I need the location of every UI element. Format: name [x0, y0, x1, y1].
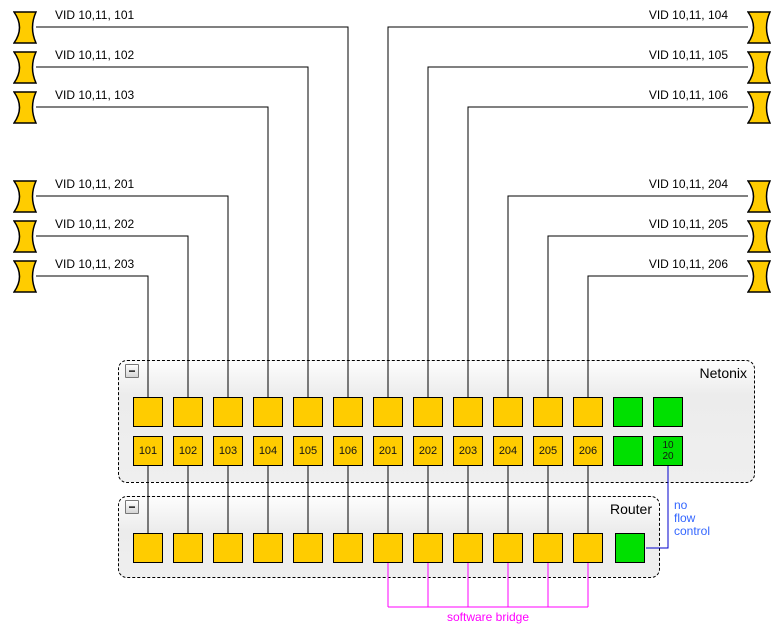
netonix-collapse-button[interactable]: − [125, 364, 139, 378]
antenna-label-101: VID 10,11, 101 [55, 8, 135, 22]
netonix-port-102[interactable]: 102 [173, 436, 203, 466]
router-port-106[interactable] [333, 533, 363, 563]
netonix-port-206[interactable]: 206 [573, 436, 603, 466]
wire-antenna-103 [36, 106, 269, 397]
netonix-top-port-105[interactable] [293, 397, 323, 427]
antenna-101[interactable] [12, 11, 38, 44]
antenna-icon [746, 11, 772, 44]
antenna-label-202: VID 10,11, 202 [55, 217, 135, 231]
router-title: Router [609, 501, 652, 517]
antenna-icon [12, 220, 38, 253]
netonix-port-104[interactable]: 104 [253, 436, 283, 466]
no-flow-control-note: no flow control [674, 498, 711, 538]
router-port-202[interactable] [413, 533, 443, 563]
router-port-203[interactable] [453, 533, 483, 563]
antenna-label-103: VID 10,11, 103 [55, 88, 135, 102]
router-port-101[interactable] [133, 533, 163, 563]
antenna-label-105: VID 10,11, 105 [648, 48, 728, 62]
antenna-103[interactable] [12, 91, 38, 124]
antenna-204[interactable] [746, 180, 772, 213]
antenna-label-206: VID 10,11, 206 [648, 257, 728, 271]
antenna-icon [746, 260, 772, 293]
antenna-label-104: VID 10,11, 104 [648, 8, 728, 22]
software-bridge-label: software bridge [446, 610, 530, 624]
antenna-label-201: VID 10,11, 201 [55, 177, 135, 191]
wire-antenna-102 [36, 66, 309, 397]
netonix-top-green-port-1[interactable] [613, 397, 643, 427]
wire-antenna-104 [387, 26, 748, 397]
antenna-102[interactable] [12, 51, 38, 84]
antenna-label-205: VID 10,11, 205 [648, 217, 728, 231]
netonix-port-103[interactable]: 103 [213, 436, 243, 466]
netonix-top-port-205[interactable] [533, 397, 563, 427]
netonix-port-201[interactable]: 201 [373, 436, 403, 466]
netonix-top-port-206[interactable] [573, 397, 603, 427]
antenna-icon [12, 260, 38, 293]
netonix-port-203[interactable]: 203 [453, 436, 483, 466]
antenna-105[interactable] [746, 51, 772, 84]
antenna-203[interactable] [12, 260, 38, 293]
netonix-top-port-203[interactable] [453, 397, 483, 427]
netonix-port-202[interactable]: 202 [413, 436, 443, 466]
router-port-205[interactable] [533, 533, 563, 563]
antenna-label-203: VID 10,11, 203 [55, 257, 135, 271]
netonix-top-port-201[interactable] [373, 397, 403, 427]
antenna-icon [746, 51, 772, 84]
netonix-green-port[interactable] [613, 436, 643, 466]
netonix-top-port-104[interactable] [253, 397, 283, 427]
netonix-top-port-202[interactable] [413, 397, 443, 427]
router-port-204[interactable] [493, 533, 523, 563]
antenna-icon [12, 51, 38, 84]
antenna-label-106: VID 10,11, 106 [648, 88, 728, 102]
antenna-205[interactable] [746, 220, 772, 253]
netonix-uplink-port[interactable]: 10 20 [653, 436, 683, 466]
antenna-202[interactable] [12, 220, 38, 253]
netonix-port-204[interactable]: 204 [493, 436, 523, 466]
antenna-icon [746, 220, 772, 253]
antenna-icon [12, 11, 38, 44]
router-port-103[interactable] [213, 533, 243, 563]
router-port-105[interactable] [293, 533, 323, 563]
netonix-title: Netonix [699, 365, 747, 381]
antenna-201[interactable] [12, 180, 38, 213]
antenna-icon [12, 91, 38, 124]
wire-antenna-101 [36, 26, 349, 397]
netonix-port-106[interactable]: 106 [333, 436, 363, 466]
netonix-top-port-101[interactable] [133, 397, 163, 427]
router-port-206[interactable] [573, 533, 603, 563]
netonix-top-port-204[interactable] [493, 397, 523, 427]
antenna-label-204: VID 10,11, 204 [648, 177, 728, 191]
antenna-icon [746, 180, 772, 213]
router-port-102[interactable] [173, 533, 203, 563]
router-green-port[interactable] [615, 533, 645, 563]
netonix-port-105[interactable]: 105 [293, 436, 323, 466]
antenna-label-102: VID 10,11, 102 [55, 48, 135, 62]
netonix-port-205[interactable]: 205 [533, 436, 563, 466]
antenna-104[interactable] [746, 11, 772, 44]
wire-antenna-106 [467, 106, 748, 397]
netonix-top-port-102[interactable] [173, 397, 203, 427]
wire-antenna-105 [427, 66, 748, 397]
netonix-top-port-106[interactable] [333, 397, 363, 427]
netonix-top-green-port-2[interactable] [653, 397, 683, 427]
router-port-104[interactable] [253, 533, 283, 563]
netonix-top-port-103[interactable] [213, 397, 243, 427]
antenna-206[interactable] [746, 260, 772, 293]
router-port-201[interactable] [373, 533, 403, 563]
router-collapse-button[interactable]: − [125, 500, 139, 514]
netonix-port-101[interactable]: 101 [133, 436, 163, 466]
antenna-106[interactable] [746, 91, 772, 124]
antenna-icon [12, 180, 38, 213]
antenna-icon [746, 91, 772, 124]
